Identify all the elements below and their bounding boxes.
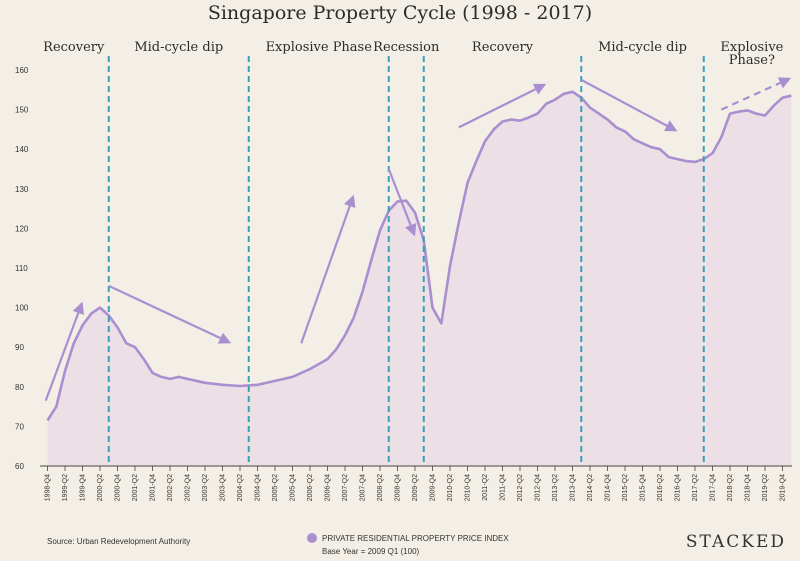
trend-arrow xyxy=(44,301,84,402)
legend-label: PRIVATE RESIDENTIAL PROPERTY PRICE INDEX xyxy=(322,534,509,543)
x-tick-label: 1999-Q2 xyxy=(62,474,69,501)
x-tick-label: 2012-Q2 xyxy=(517,474,524,501)
legend-base-year: Base Year = 2009 Q1 (100) xyxy=(322,547,420,556)
trend-arrow xyxy=(387,168,417,237)
phase-dividers xyxy=(107,56,705,466)
trend-arrow xyxy=(580,78,678,132)
trend-arrow-head xyxy=(344,194,356,209)
trend-arrow-head xyxy=(777,77,792,89)
x-tick-label: 2000-Q2 xyxy=(97,474,104,501)
phase-label: Mid-cycle dip xyxy=(134,40,223,55)
x-tick-label: 2014-Q2 xyxy=(587,474,594,501)
x-tick-label: 2019-Q2 xyxy=(762,474,769,501)
trend-arrow-head xyxy=(664,120,678,132)
legend-swatch xyxy=(307,533,317,543)
trend-arrow-shaft xyxy=(108,284,221,340)
x-tick-label: 2011-Q4 xyxy=(500,474,507,501)
y-tick-label: 110 xyxy=(15,264,28,273)
x-tick-label: 2006-Q4 xyxy=(325,474,332,501)
x-tick-label: 2008-Q2 xyxy=(377,474,384,501)
x-tick-label: 2016-Q4 xyxy=(675,474,682,501)
x-tick-label: 2017-Q2 xyxy=(692,474,699,501)
y-tick-label: 120 xyxy=(15,224,29,233)
y-tick-label: 60 xyxy=(15,462,24,471)
y-tick-label: 80 xyxy=(15,383,24,392)
phase-label-line2: Phase? xyxy=(729,53,775,68)
phase-label: Recovery xyxy=(472,40,534,55)
y-tick-label: 70 xyxy=(15,422,24,431)
source-note: Source: Urban Redevelopment Authority xyxy=(47,537,190,546)
x-tick-label: 2004-Q4 xyxy=(255,474,262,501)
x-tick-label: 2015-Q4 xyxy=(640,474,647,501)
trend-arrow-shaft xyxy=(300,205,351,344)
x-tick-label: 2005-Q2 xyxy=(272,474,279,501)
x-tick-label: 2013-Q4 xyxy=(570,474,577,501)
y-tick-label: 160 xyxy=(15,66,29,75)
x-tick-label: 2018-Q4 xyxy=(745,474,752,501)
x-tick-label: 2007-Q2 xyxy=(342,474,349,501)
x-tick-label: 2005-Q4 xyxy=(290,474,297,501)
y-tick-label: 150 xyxy=(15,106,29,115)
x-tick-label: 2010-Q2 xyxy=(447,474,454,501)
x-tick-label: 2010-Q4 xyxy=(465,474,472,501)
x-tick-label: 2009-Q4 xyxy=(430,474,437,501)
x-tick-label: 1998-Q4 xyxy=(45,474,52,501)
x-tick-label: 2002-Q4 xyxy=(185,474,192,501)
x-tick-label: 2011-Q2 xyxy=(482,474,489,501)
x-tick-label: 2001-Q4 xyxy=(150,474,157,501)
y-tick-label: 90 xyxy=(15,343,24,352)
x-tick-label: 2017-Q4 xyxy=(710,474,717,501)
x-tick-label: 2008-Q4 xyxy=(395,474,402,501)
trend-arrow-shaft xyxy=(580,78,668,127)
y-axis: 60 70 80 90 100 110 120 130 140 150 160 xyxy=(15,66,29,471)
x-tick-label: 2014-Q4 xyxy=(605,474,612,501)
trend-arrow-shaft xyxy=(720,81,781,111)
x-tick-label: 2018-Q2 xyxy=(727,474,734,501)
y-tick-label: 100 xyxy=(15,304,29,313)
phase-label: Recession xyxy=(373,40,440,55)
chart-title: Singapore Property Cycle (1998 - 2017) xyxy=(208,2,592,24)
phase-labels: Recovery Mid-cycle dip Explosive Phase Rece… xyxy=(43,40,784,68)
trend-arrow-shaft xyxy=(44,312,80,402)
x-tick-label: 1999-Q4 xyxy=(80,474,87,501)
x-tick-label: 2002-Q2 xyxy=(167,474,174,501)
x-tick-label: 2001-Q2 xyxy=(132,474,139,501)
x-tick-label: 2019-Q4 xyxy=(780,474,787,501)
x-axis: 1998-Q4 1999-Q2 1999-Q4 2000-Q2 2000-Q4 2001-… xyxy=(40,465,792,501)
phase-label: Mid-cycle dip xyxy=(598,40,687,55)
trend-arrow xyxy=(300,194,356,344)
trend-arrow-head xyxy=(532,83,547,95)
trend-arrow xyxy=(720,77,792,111)
trend-arrow-head xyxy=(405,222,417,237)
phase-label: Recovery xyxy=(43,40,105,55)
trend-arrow-head xyxy=(217,332,232,344)
brand-logo: STACKED xyxy=(686,532,786,552)
series-line xyxy=(46,90,792,422)
plot-area xyxy=(46,90,792,467)
x-tick-label: 2013-Q2 xyxy=(552,474,559,501)
x-tick-label: 2000-Q4 xyxy=(115,474,122,501)
y-tick-label: 130 xyxy=(15,185,29,194)
trend-arrow xyxy=(458,83,547,129)
series-area xyxy=(47,91,792,467)
x-tick-label: 2007-Q4 xyxy=(360,474,367,501)
phase-label: Explosive Phase xyxy=(266,40,373,55)
x-tick-label: 2006-Q2 xyxy=(307,474,314,501)
x-tick-label: 2003-Q2 xyxy=(202,474,209,501)
x-tick-label: 2015-Q2 xyxy=(622,474,629,501)
x-tick-label: 2016-Q2 xyxy=(657,474,664,501)
x-tick-label: 2012-Q4 xyxy=(535,474,542,501)
phase-label: Explosive xyxy=(720,40,783,55)
trend-arrow xyxy=(108,284,232,344)
y-tick-label: 140 xyxy=(15,145,29,154)
x-tick-label: 2003-Q4 xyxy=(220,474,227,501)
trend-arrow-head xyxy=(72,301,84,315)
trend-arrow-shaft xyxy=(458,88,536,129)
x-tick-label: 2009-Q2 xyxy=(412,474,419,501)
x-tick-label: 2004-Q2 xyxy=(237,474,244,501)
trend-arrows xyxy=(44,77,792,402)
trend-arrow-shaft xyxy=(387,168,412,226)
